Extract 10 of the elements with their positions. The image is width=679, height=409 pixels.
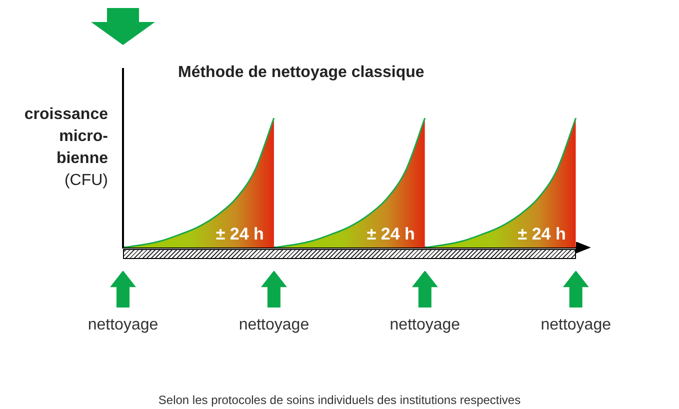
x-tick-label: nettoyage [540,316,612,334]
annotation: ± 24 h [216,224,264,244]
y-axis-title: croissance micro-bienne (CFU) [23,105,108,191]
annotation: ± 24 h [518,224,566,244]
annotation: ± 24 h [366,224,415,244]
x-tick-label: nettoyage [390,316,460,334]
chart-title: Méthode de nettoyage classique [178,64,424,82]
x-tick-label: nettoyage [88,316,158,334]
text: Selon les protocoles de soins individuels des institutions respectives [157,393,522,407]
x-tick-label: nettoyage [238,316,310,334]
